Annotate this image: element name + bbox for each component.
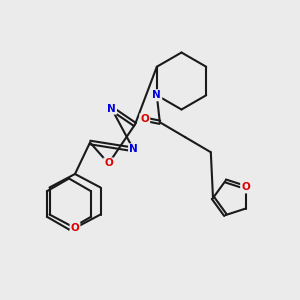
Text: O: O (241, 182, 250, 192)
Text: O: O (104, 158, 113, 169)
Text: N: N (152, 90, 161, 100)
Text: O: O (140, 114, 149, 124)
Text: O: O (70, 223, 80, 233)
Text: N: N (107, 103, 116, 114)
Text: N: N (129, 144, 138, 154)
